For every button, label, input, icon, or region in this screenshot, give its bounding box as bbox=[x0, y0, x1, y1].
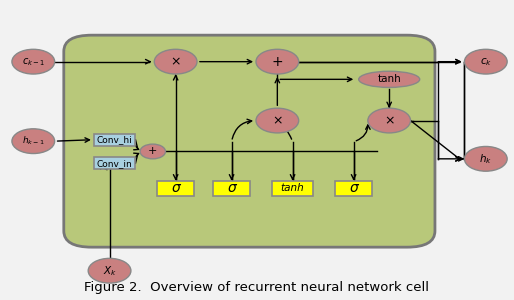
Text: tanh: tanh bbox=[377, 74, 401, 84]
Circle shape bbox=[256, 108, 299, 133]
Text: σ: σ bbox=[171, 181, 180, 195]
Circle shape bbox=[140, 144, 166, 159]
FancyBboxPatch shape bbox=[94, 134, 136, 146]
FancyBboxPatch shape bbox=[335, 181, 372, 196]
Circle shape bbox=[368, 108, 411, 133]
Ellipse shape bbox=[359, 71, 420, 87]
Circle shape bbox=[12, 129, 54, 154]
Circle shape bbox=[465, 49, 507, 74]
Text: +: + bbox=[271, 55, 283, 69]
Text: $h_{k-1}$: $h_{k-1}$ bbox=[22, 135, 45, 147]
Circle shape bbox=[12, 49, 54, 74]
FancyBboxPatch shape bbox=[94, 157, 136, 170]
FancyBboxPatch shape bbox=[272, 181, 314, 196]
Text: +: + bbox=[148, 146, 157, 157]
Text: Figure 2.  Overview of recurrent neural network cell: Figure 2. Overview of recurrent neural n… bbox=[84, 281, 430, 294]
Text: ×: × bbox=[272, 114, 283, 127]
Text: $X_k$: $X_k$ bbox=[103, 264, 117, 278]
FancyBboxPatch shape bbox=[157, 181, 194, 196]
Circle shape bbox=[256, 49, 299, 74]
Text: $h_k$: $h_k$ bbox=[479, 152, 492, 166]
Text: $c_{k-1}$: $c_{k-1}$ bbox=[22, 56, 45, 68]
Text: σ: σ bbox=[349, 181, 358, 195]
FancyBboxPatch shape bbox=[64, 35, 435, 247]
Text: ×: × bbox=[171, 55, 181, 68]
FancyBboxPatch shape bbox=[213, 181, 250, 196]
Text: ×: × bbox=[384, 114, 394, 127]
Circle shape bbox=[88, 258, 131, 283]
Text: Conv_in: Conv_in bbox=[97, 159, 133, 168]
Text: $c_k$: $c_k$ bbox=[480, 56, 492, 68]
Text: tanh: tanh bbox=[281, 183, 304, 193]
Text: σ: σ bbox=[227, 181, 236, 195]
Text: Conv_hi: Conv_hi bbox=[97, 135, 133, 144]
Circle shape bbox=[465, 146, 507, 171]
Circle shape bbox=[154, 49, 197, 74]
